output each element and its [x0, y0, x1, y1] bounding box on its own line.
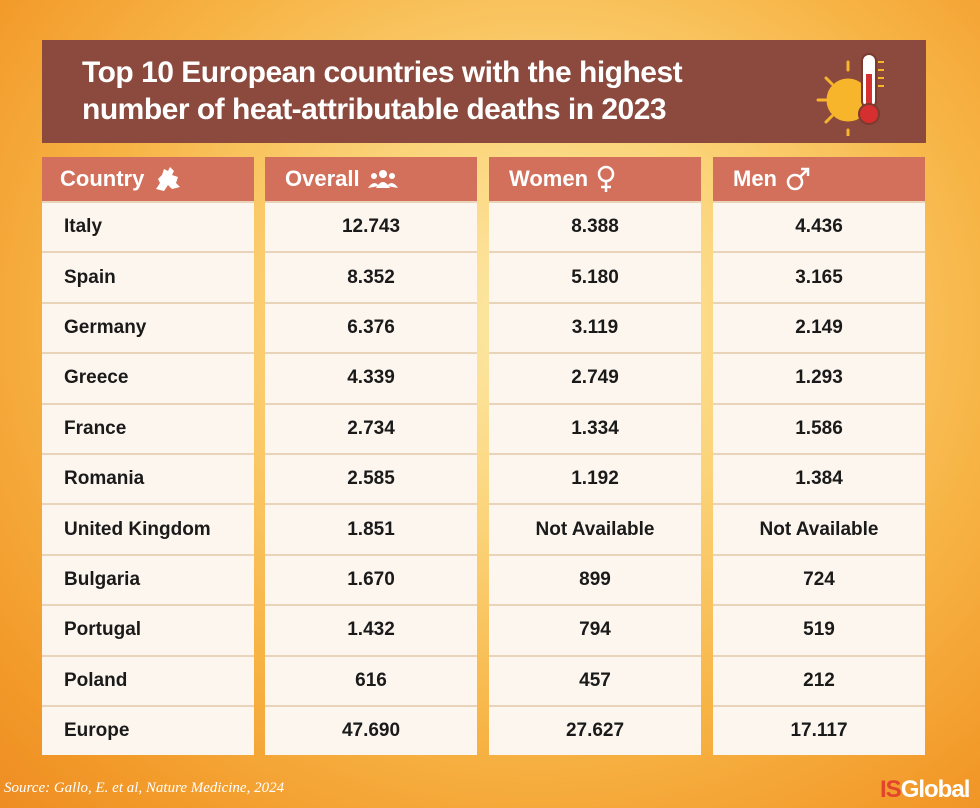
header-men-label: Men	[733, 166, 777, 191]
header-country: Country	[42, 157, 254, 201]
male-symbol-icon	[785, 166, 811, 192]
cell-country: Bulgaria	[42, 553, 254, 605]
cell-overall: 1.851	[265, 503, 477, 554]
cell-overall: 6.376	[265, 301, 477, 353]
cell-women: 794	[489, 604, 701, 655]
column-overall: Overall 12.743 8.352 6.376 4.339 2.734 2.585 1…	[265, 157, 477, 761]
cell-men: 212	[713, 654, 925, 705]
header-overall-label: Overall	[285, 166, 360, 191]
header-men: Men	[713, 157, 925, 201]
header-women-label: Women	[509, 166, 589, 191]
cell-country: Italy	[42, 201, 254, 252]
cell-country: Romania	[42, 452, 254, 504]
cell-men: 17.117	[713, 704, 925, 756]
source-note: Source: Gallo, E. et al, Nature Medicine…	[4, 780, 285, 796]
title-banner: Top 10 European countries with the highe…	[42, 40, 926, 143]
header-country-label: Country	[60, 166, 145, 191]
cell-men: 1.293	[713, 352, 925, 403]
cell-overall: 12.743	[265, 201, 477, 252]
cell-overall: 2.585	[265, 452, 477, 504]
cell-overall: 616	[265, 654, 477, 705]
female-symbol-icon	[596, 165, 616, 193]
cell-women: 899	[489, 553, 701, 605]
cell-men: 4.436	[713, 201, 925, 252]
cell-overall: 1.432	[265, 604, 477, 655]
column-country: Country Italy Spain Germany Greece France Rom…	[42, 157, 254, 761]
header-overall: Overall	[265, 157, 477, 201]
cell-country: Spain	[42, 251, 254, 302]
cell-women: 3.119	[489, 301, 701, 353]
cell-women: 5.180	[489, 251, 701, 302]
chart-title: Top 10 European countries with the highe…	[82, 56, 683, 126]
cell-women: 27.627	[489, 704, 701, 756]
cell-men: 1.586	[713, 402, 925, 453]
cell-overall: 47.690	[265, 704, 477, 756]
logo-prefix: IS	[880, 776, 902, 803]
cell-country: Greece	[42, 352, 254, 403]
cell-country: Poland	[42, 654, 254, 705]
cell-overall: 4.339	[265, 352, 477, 403]
cell-women: 457	[489, 654, 701, 705]
cell-overall: 2.734	[265, 402, 477, 453]
europe-map-icon	[152, 165, 182, 193]
cell-country: Portugal	[42, 604, 254, 655]
cell-women: 8.388	[489, 201, 701, 252]
cell-men: 724	[713, 553, 925, 605]
cell-men: 519	[713, 604, 925, 655]
cell-men: 1.384	[713, 452, 925, 504]
logo-suffix: Global	[900, 776, 971, 803]
cell-country: France	[42, 402, 254, 453]
cell-overall: 8.352	[265, 251, 477, 302]
cell-men: 3.165	[713, 251, 925, 302]
cell-women: Not Available	[489, 503, 701, 554]
people-group-icon	[367, 168, 398, 190]
cell-country: United Kingdom	[42, 503, 254, 554]
thermometer-sun-icon	[816, 53, 884, 136]
cell-women: 1.334	[489, 402, 701, 453]
header-women: Women	[489, 157, 701, 201]
cell-overall: 1.670	[265, 553, 477, 605]
cell-men: 2.149	[713, 301, 925, 353]
cell-women: 1.192	[489, 452, 701, 504]
cell-men: Not Available	[713, 503, 925, 554]
column-women: Women 8.388 5.180 3.119 2.749 1.334 1.192 Not …	[489, 157, 701, 761]
column-men: Men 4.436 3.165 2.149 1.293 1.586 1.384 Not Av…	[713, 157, 925, 761]
isglobal-logo: ISGlobal	[880, 776, 971, 804]
cell-country: Europe	[42, 704, 254, 756]
cell-country: Germany	[42, 301, 254, 353]
cell-women: 2.749	[489, 352, 701, 403]
